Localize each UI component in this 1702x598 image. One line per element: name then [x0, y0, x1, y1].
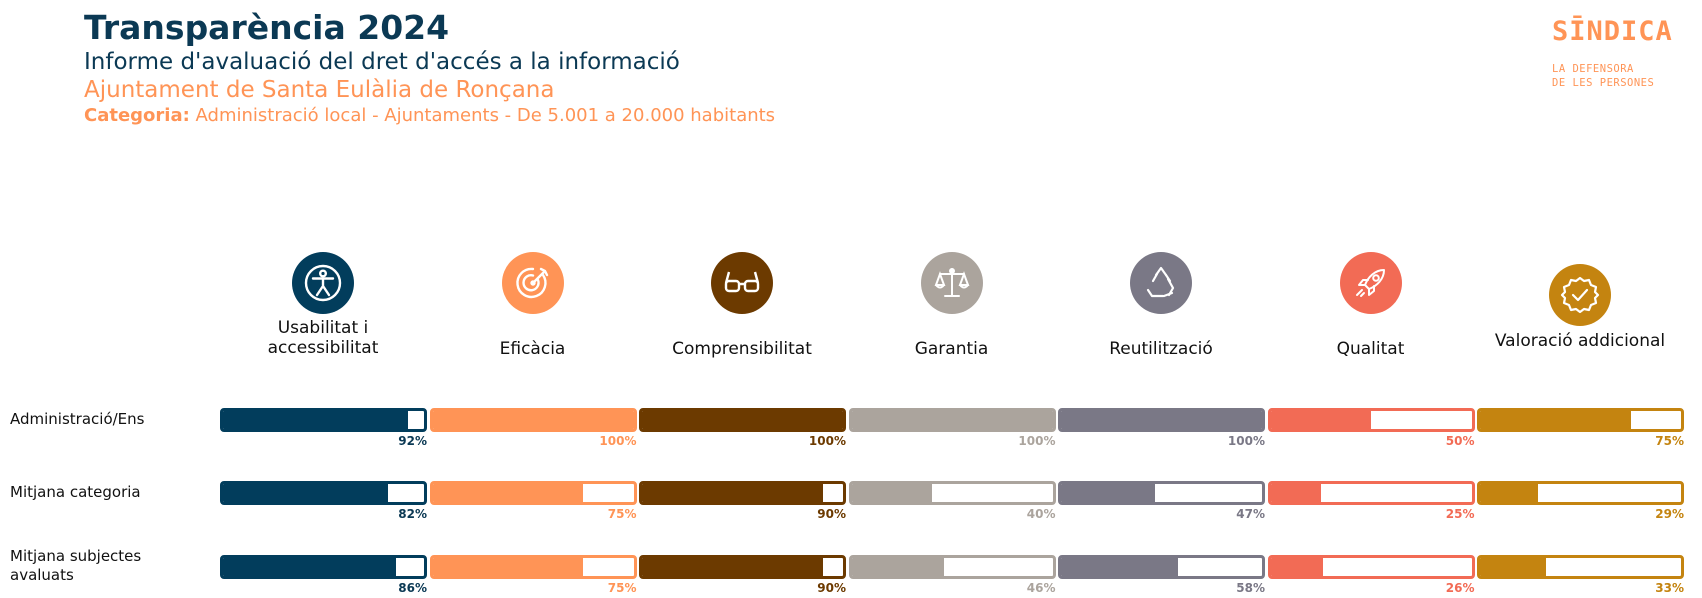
score-value-label: 46% [1026, 581, 1056, 595]
score-value-label: 92% [398, 434, 427, 448]
score-bar [1267, 555, 1475, 579]
target-icon [501, 252, 564, 314]
score-bar [1477, 555, 1684, 579]
score-bar-fill [1480, 558, 1547, 576]
recycle-icon [1130, 252, 1192, 314]
score-bar-fill [1270, 558, 1323, 576]
logo-word: SĪNDICA [1552, 16, 1673, 47]
score-value-label: 29% [1655, 507, 1684, 521]
score-value-label: 90% [817, 581, 846, 595]
score-bar-fill [1061, 484, 1156, 502]
score-bar [848, 408, 1056, 432]
entity-name: Ajuntament de Santa Eulàlia de Ronçana [84, 77, 555, 103]
score-value-label: 100% [1018, 434, 1056, 448]
score-value-label: 100% [1227, 434, 1265, 448]
series-label: Administració/Ens [10, 410, 145, 428]
score-value-label: 75% [607, 507, 637, 521]
score-bar [639, 481, 846, 505]
page-title: Transparència 2024 [84, 8, 450, 47]
score-value-label: 40% [1026, 507, 1056, 521]
score-bar [848, 481, 1056, 505]
score-bar-fill [642, 484, 823, 502]
category-line: Categoria: Administració local - Ajuntam… [84, 104, 775, 128]
category-label: Valoració addicional [1494, 331, 1666, 351]
category-value: Administració local - Ajuntaments - De 5… [195, 105, 776, 126]
score-bar-fill [851, 411, 1053, 429]
score-value-label: 50% [1445, 434, 1475, 448]
score-value-label: 47% [1236, 507, 1265, 521]
score-bar [220, 408, 427, 432]
score-bar-fill [1480, 411, 1631, 429]
score-bar [639, 408, 846, 432]
logo-tagline-2: DE LES PERSONES [1552, 77, 1655, 89]
category-label: Garantia [914, 339, 989, 359]
score-value-label: 25% [1445, 507, 1475, 521]
score-bar-fill [1480, 484, 1539, 502]
sindica-logo: SĪNDICA LA DEFENSORA DE LES PERSONES [1552, 14, 1673, 90]
score-value-label: 100% [808, 434, 846, 448]
category-label: Categoria: [84, 105, 190, 126]
score-value-label: 82% [398, 507, 427, 521]
category-label: Eficàcia [499, 339, 566, 359]
score-bar [1267, 408, 1475, 432]
score-bar-fill [1061, 411, 1262, 429]
score-bar [429, 481, 637, 505]
score-value-label: 90% [817, 507, 846, 521]
score-value-label: 86% [398, 581, 427, 595]
category-label: Qualitat [1336, 339, 1405, 359]
score-bar-fill [642, 558, 823, 576]
score-bar-fill [642, 411, 843, 429]
score-value-label: 58% [1236, 581, 1265, 595]
score-bar [848, 555, 1056, 579]
score-bar-fill [851, 484, 932, 502]
score-bar [429, 408, 637, 432]
score-bar-fill [432, 411, 634, 429]
report-subtitle: Informe d'avaluació del dret d'accés a l… [84, 49, 680, 75]
score-value-label: 100% [599, 434, 637, 448]
rocket-icon [1339, 252, 1402, 314]
score-value-label: 26% [1445, 581, 1475, 595]
scales-icon [920, 252, 983, 314]
score-value-label: 33% [1655, 581, 1684, 595]
glasses-icon [711, 252, 773, 314]
report-header: Transparència 2024 Informe d'avaluació d… [84, 8, 775, 128]
score-bar-fill [1061, 558, 1178, 576]
score-bar-fill [851, 558, 944, 576]
accessibility-icon [292, 252, 354, 314]
badge-check-icon [1549, 264, 1611, 326]
score-bar [220, 555, 427, 579]
score-value-label: 75% [607, 581, 637, 595]
score-bar [639, 555, 846, 579]
series-label: Mitjana categoria [10, 483, 141, 501]
score-bar [1058, 408, 1265, 432]
score-value-label: 75% [1655, 434, 1684, 448]
score-bar-fill [223, 484, 388, 502]
category-label: Usabilitat i accessibilitat [267, 318, 379, 358]
score-bar [1267, 481, 1475, 505]
logo-tagline-1: LA DEFENSORA [1552, 63, 1634, 75]
score-bar-fill [1270, 411, 1371, 429]
score-bar [1477, 408, 1684, 432]
score-bar [1058, 481, 1265, 505]
score-bar-fill [432, 558, 584, 576]
score-bar-fill [432, 484, 584, 502]
score-bar [1477, 481, 1684, 505]
series-label: Mitjana subjectes avaluats [10, 547, 142, 584]
category-label: Reutilització [1109, 339, 1213, 359]
score-bar-fill [223, 411, 408, 429]
score-bar [220, 481, 427, 505]
score-bar-fill [223, 558, 396, 576]
category-label: Comprensibilitat [672, 339, 812, 359]
score-bar [429, 555, 637, 579]
score-bar [1058, 555, 1265, 579]
score-bar-fill [1270, 484, 1321, 502]
